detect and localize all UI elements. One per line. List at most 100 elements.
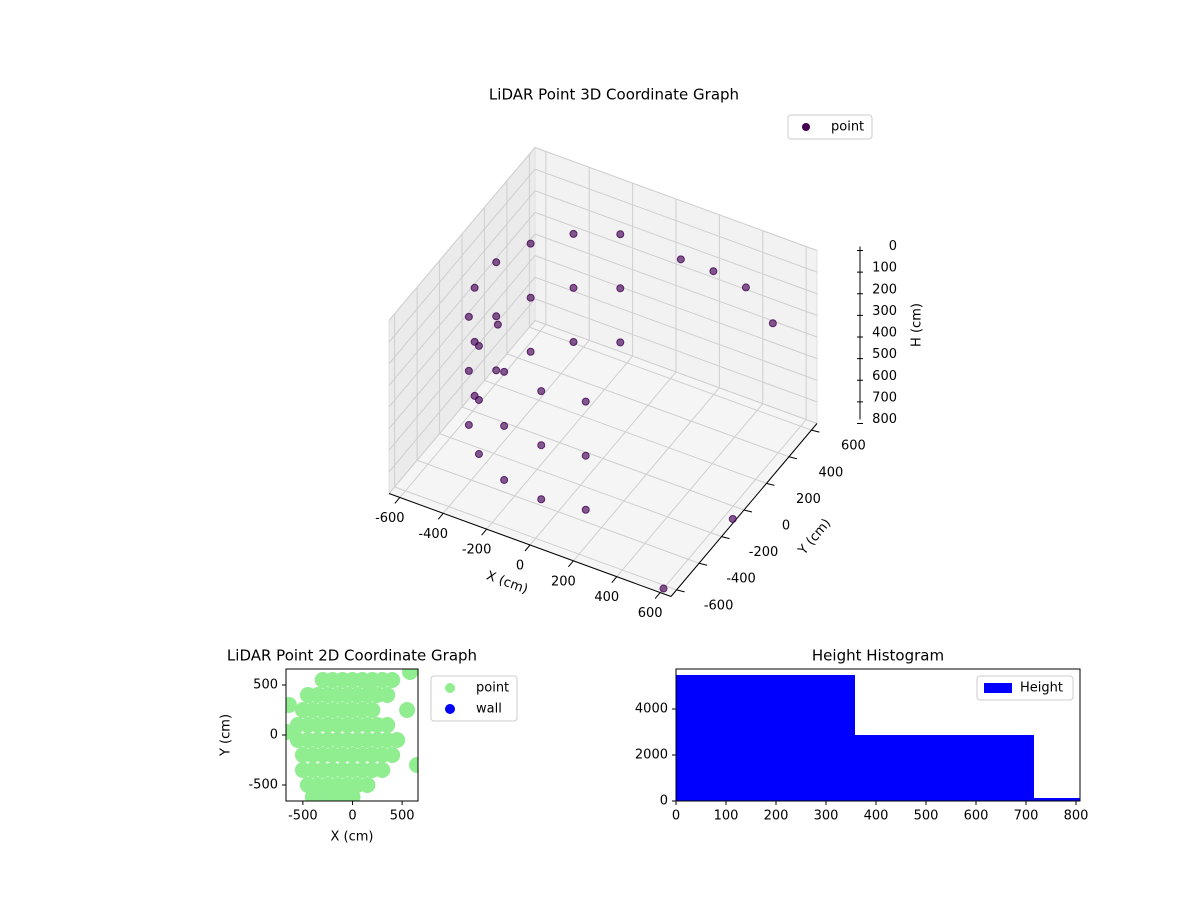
y-tick [788, 456, 798, 460]
z-tick-label: 100 [872, 261, 897, 276]
point [676, 255, 685, 264]
grid-line [534, 320, 818, 424]
point [492, 312, 501, 321]
chart-title: LiDAR Point 3D Coordinate Graph [489, 86, 739, 104]
z-axis-label: H (cm) [910, 303, 925, 347]
x-tick [654, 592, 661, 599]
point [728, 514, 737, 523]
point [492, 258, 501, 267]
y-axis-label: Y (cm) [219, 714, 234, 757]
point [474, 395, 483, 404]
grid-line [534, 255, 818, 360]
point [569, 337, 578, 346]
z-tick-label: 400 [872, 326, 897, 341]
grid-line [534, 211, 818, 316]
y-tick-label: 500 [253, 678, 278, 693]
point [537, 387, 546, 396]
plot-area [676, 674, 1080, 801]
grid-line [388, 276, 536, 451]
z-tick-label: 500 [872, 347, 897, 362]
x-axis-line [388, 493, 672, 597]
y-tick-label: 0 [270, 728, 278, 743]
x-tick-label: 300 [814, 809, 839, 824]
grid-line [534, 276, 818, 381]
x-tick-label: 700 [1014, 809, 1039, 824]
grid-line [394, 486, 677, 591]
y-tick-label: 2000 [635, 748, 668, 763]
legend-label: wall [476, 702, 502, 717]
y-tick [766, 482, 775, 486]
grid-line [388, 212, 536, 386]
point [474, 341, 483, 350]
point [500, 367, 509, 376]
bar [1034, 798, 1080, 801]
point [709, 267, 718, 276]
x-tick [481, 528, 487, 536]
bar [855, 735, 1034, 801]
point [492, 366, 501, 375]
z-tick-label: 600 [872, 369, 897, 384]
z-tick-label: 300 [872, 304, 897, 319]
point [464, 312, 473, 321]
axes-frame [675, 668, 1081, 802]
x-tick-label: 0 [348, 809, 356, 824]
legend-marker [984, 683, 1012, 693]
y-tick-label: -500 [248, 778, 278, 793]
point [286, 697, 297, 713]
x-tick-label: 100 [714, 809, 739, 824]
z-tick-label: 800 [872, 412, 897, 427]
y-tick [698, 562, 708, 566]
x-tick-label: -500 [288, 809, 318, 824]
grid-line [388, 298, 536, 473]
grid-line [388, 233, 536, 408]
x-tick-label: 800 [1064, 809, 1089, 824]
y-tick-label: -200 [749, 545, 779, 560]
y-tick-label: 400 [819, 465, 844, 480]
point [616, 230, 625, 239]
y-tick [743, 509, 753, 513]
point [409, 757, 418, 773]
chart-title: LiDAR Point 2D Coordinate Graph [227, 647, 477, 665]
x-tick-label: 200 [764, 809, 789, 824]
point [474, 450, 483, 459]
point [379, 687, 396, 703]
point [389, 732, 406, 748]
y-tick-label: 4000 [635, 702, 668, 717]
point [379, 717, 396, 733]
legend-label: point [831, 120, 864, 135]
z-tick-label: 700 [872, 390, 897, 405]
point [500, 475, 509, 484]
legend-box [430, 675, 518, 722]
point [399, 702, 416, 718]
point [464, 420, 473, 429]
z-tick-label: 200 [872, 282, 897, 297]
point [384, 672, 401, 688]
grid-line [388, 147, 536, 321]
x-tick-label: 500 [390, 809, 415, 824]
grid-line [439, 433, 722, 538]
point [741, 283, 750, 292]
legend-box [976, 675, 1074, 701]
point [569, 283, 578, 292]
x-tick-label: 0 [516, 559, 524, 574]
bar [676, 674, 855, 801]
x-tick-label: 200 [551, 574, 576, 589]
y-tick-label: 200 [796, 492, 821, 507]
x-tick-label: -200 [462, 543, 492, 558]
point [537, 495, 546, 504]
grid-line [484, 379, 767, 484]
point [616, 284, 625, 293]
grid-line [534, 168, 818, 273]
point [384, 747, 401, 763]
point [569, 229, 578, 238]
x-tick [394, 497, 401, 504]
point [659, 584, 668, 593]
grid-line [416, 459, 700, 564]
x-tick [611, 576, 618, 584]
grid-line [534, 147, 818, 251]
point [537, 441, 546, 450]
y-tick [676, 589, 685, 593]
x-tick-label: 600 [638, 606, 663, 621]
x-tick-label: -400 [418, 527, 448, 542]
